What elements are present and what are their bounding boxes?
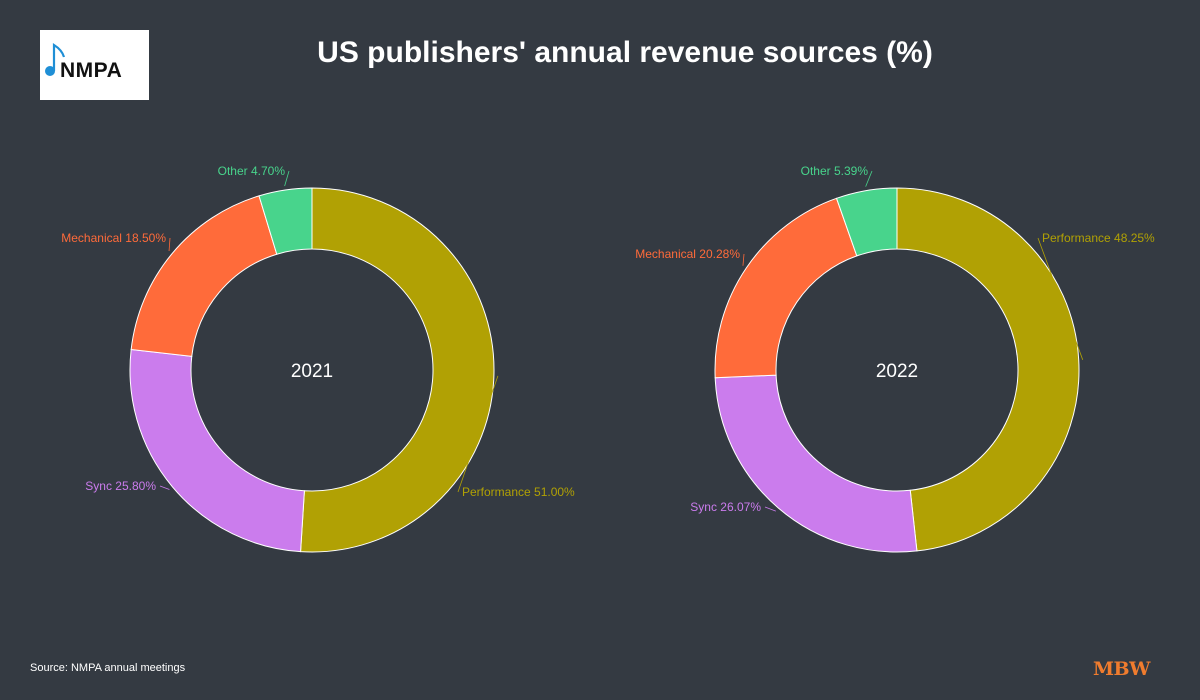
slice-other-2021 — [258, 187, 313, 255]
mbw-logo: MBW — [1093, 658, 1150, 680]
logo-text: NMPA — [60, 59, 123, 82]
chart-title: US publishers' annual revenue sources (%… — [317, 36, 933, 69]
leader-line-performance-2021 — [457, 375, 499, 493]
leader-line-sync-2021 — [159, 485, 170, 490]
slice-mechanical-2022 — [714, 197, 858, 379]
source-note: Source: NMPA annual meetings — [30, 662, 186, 674]
leader-line-other-2021 — [284, 170, 290, 187]
leader-line-mechanical-2021 — [168, 237, 171, 252]
leader-line-mechanical-2022 — [742, 253, 745, 266]
slice-performance-2021 — [300, 187, 495, 553]
data-label-mechanical-2022: Mechanical 20.28% — [635, 247, 740, 261]
slice-other-2022 — [835, 187, 898, 257]
slice-performance-2022 — [896, 187, 1080, 552]
nmpa-logo: NMPA — [40, 30, 149, 100]
data-label-sync-2021: Sync 25.80% — [85, 479, 156, 493]
data-label-mechanical-2021: Mechanical 18.50% — [61, 231, 166, 245]
data-label-other-2021: Other 4.70% — [218, 164, 286, 178]
data-label-performance-2021: Performance 51.00% — [462, 485, 575, 499]
data-label-performance-2022: Performance 48.25% — [1042, 231, 1155, 245]
slice-sync-2021 — [129, 348, 305, 553]
slice-sync-2022 — [714, 374, 918, 553]
leader-line-other-2022 — [865, 170, 873, 187]
leader-line-performance-2022 — [1037, 237, 1084, 360]
slice-mechanical-2021 — [130, 195, 278, 357]
music-note-icon — [45, 43, 66, 76]
center-label-2021: 2021 — [291, 361, 333, 382]
data-label-sync-2022: Sync 26.07% — [690, 500, 761, 514]
data-label-other-2022: Other 5.39% — [801, 164, 869, 178]
leader-line-sync-2022 — [764, 506, 776, 512]
center-label-2022: 2022 — [876, 361, 918, 382]
